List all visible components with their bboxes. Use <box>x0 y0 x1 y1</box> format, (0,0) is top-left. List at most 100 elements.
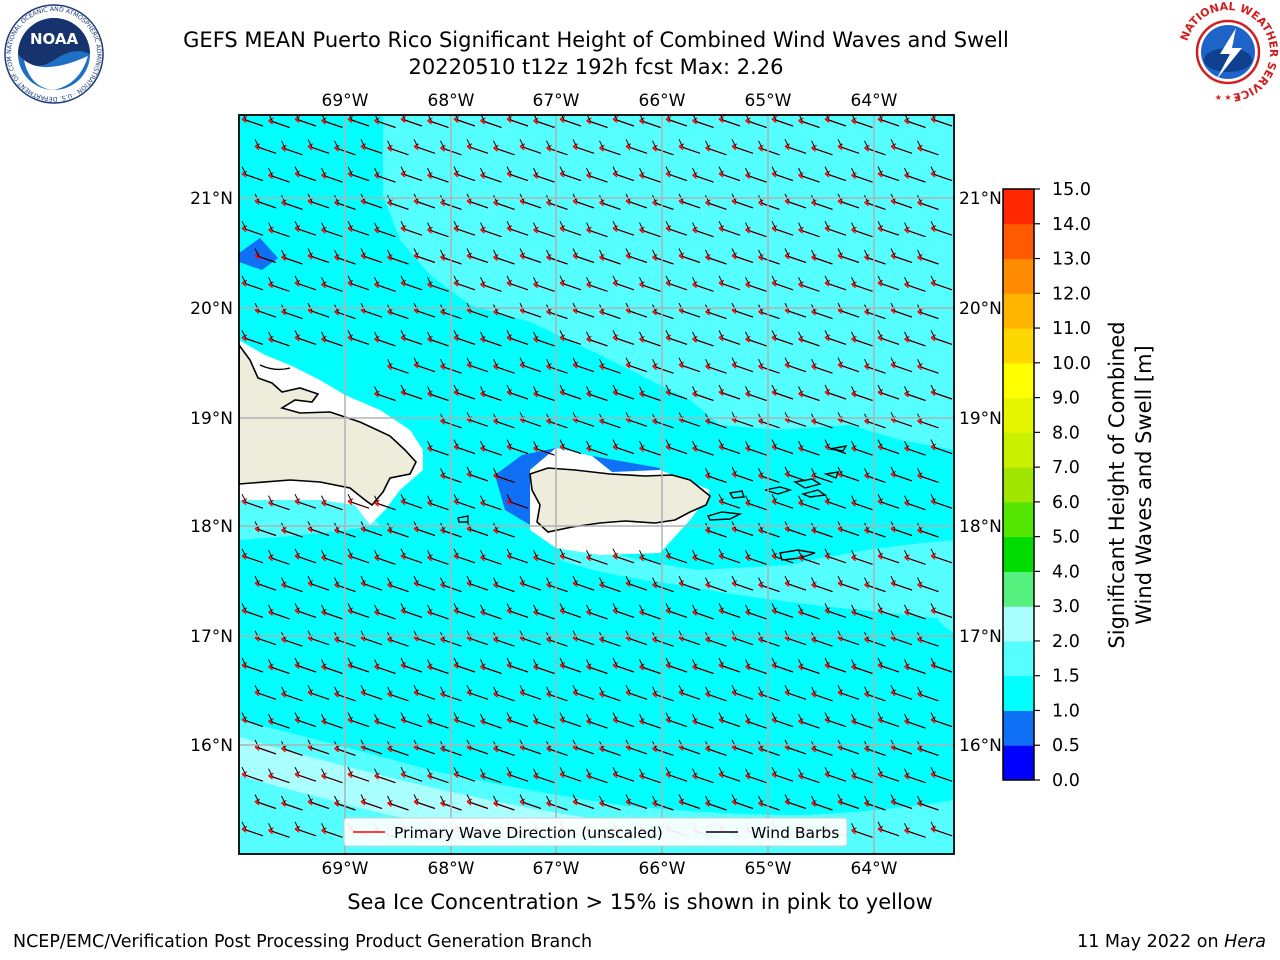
wind-barb <box>930 821 953 837</box>
wind-barb <box>559 439 582 455</box>
wind-barb <box>930 166 953 182</box>
colorbar-tick-label: 11.0 <box>1052 319 1091 339</box>
wind-barb <box>321 495 343 511</box>
footer-date-text: 11 May 2022 on <box>1077 932 1225 952</box>
wind-barb <box>572 630 595 646</box>
wind-barb <box>387 577 409 593</box>
wind-barb <box>374 167 396 183</box>
wind-barb <box>904 550 926 565</box>
wind-barb <box>639 659 661 674</box>
wind-barb <box>360 248 383 263</box>
wind-barb <box>572 357 595 373</box>
wind-barb <box>453 493 476 509</box>
wind-barb <box>254 575 277 591</box>
wind-barb <box>586 167 608 183</box>
wind-barb <box>493 358 515 374</box>
wind-barb <box>917 249 939 265</box>
wind-barb <box>731 302 754 318</box>
noaa-logo: NATIONAL OCEANIC AND ATMOSPHERIC ADMINIS… <box>4 4 104 104</box>
lon-label-top: 67°W <box>533 91 580 111</box>
wind-barb <box>625 575 648 591</box>
wind-barb <box>254 794 277 809</box>
wind-barb <box>400 220 423 236</box>
wind-barb <box>519 575 542 591</box>
wind-barb <box>745 222 767 238</box>
wind-barb <box>771 657 794 673</box>
wind-barb <box>307 630 330 646</box>
wind-barb <box>877 220 900 236</box>
wind-barb <box>851 659 873 674</box>
wave-height-contour <box>239 737 640 835</box>
wind-barb <box>718 166 741 182</box>
colorbar-tick-label: 14.0 <box>1052 215 1091 235</box>
wind-barb <box>241 657 264 673</box>
wind-barb <box>851 440 873 456</box>
wind-barb <box>825 115 847 127</box>
wind-barb <box>824 330 847 345</box>
colorbar-segment <box>1003 640 1034 677</box>
wind-barb <box>890 685 913 700</box>
colorbar-segment <box>1003 675 1034 711</box>
wind-barb <box>692 277 714 292</box>
wind-barb <box>599 577 621 593</box>
wind-barb <box>360 139 383 154</box>
wind-barb <box>294 712 317 728</box>
wind-barb <box>851 331 873 347</box>
wind-barb <box>652 686 674 702</box>
colorbar-label-line1: Significant Height of Combined <box>1105 321 1129 648</box>
wind-barb <box>692 550 714 565</box>
wind-barb <box>930 603 953 618</box>
wind-barb <box>466 739 489 755</box>
wind-barb <box>307 739 330 755</box>
wind-barb <box>454 115 476 127</box>
land-gonave <box>259 364 291 371</box>
wind-barb <box>400 657 423 673</box>
land-hispaniola <box>239 343 417 507</box>
wind-barb <box>917 686 939 702</box>
wind-barb <box>440 358 462 374</box>
wind-barb <box>639 713 661 729</box>
wind-barb <box>639 222 661 238</box>
wind-barb <box>890 302 913 318</box>
wind-barb <box>374 550 396 565</box>
wind-barb <box>851 222 873 238</box>
island-culebra <box>728 490 745 499</box>
wind-barb <box>413 575 436 591</box>
wind-barb <box>546 577 568 593</box>
wind-barb <box>294 275 317 291</box>
colorbar-segment <box>1003 258 1034 294</box>
wind-barb <box>334 195 356 210</box>
wind-barb <box>572 739 595 755</box>
wind-barb <box>612 439 635 455</box>
colorbar-segment <box>1003 710 1034 746</box>
wind-barb <box>745 550 767 565</box>
wind-barb <box>864 140 886 156</box>
wind-barb <box>506 766 529 782</box>
colorbar-segment <box>1003 536 1034 572</box>
wind-barb <box>705 358 727 374</box>
wind-barb <box>321 550 343 565</box>
wind-barb <box>506 439 529 455</box>
wind-barb <box>254 630 277 646</box>
wind-barb <box>546 140 568 156</box>
wind-barb <box>837 739 860 755</box>
wind-barb <box>427 495 449 511</box>
wind-barb <box>705 795 727 811</box>
wind-barb <box>599 195 621 210</box>
wind-barb <box>374 277 396 292</box>
wind-barb <box>692 768 714 784</box>
wind-barb <box>533 222 555 238</box>
wind-barb <box>678 248 701 263</box>
colorbar-tick-label: 4.0 <box>1052 562 1080 582</box>
wind-barb <box>347 657 370 673</box>
wind-barb <box>718 275 741 291</box>
wind-barb <box>559 220 582 236</box>
wind-barb <box>718 657 741 673</box>
wind-barb <box>480 659 502 674</box>
legend-wind-barbs: Wind Barbs <box>751 824 839 842</box>
wind-barb <box>904 167 926 183</box>
wind-barb <box>506 712 529 728</box>
nws-logo: NATIONAL WEATHER SERVICE ★ ★ ★ <box>1178 0 1280 104</box>
wind-barb <box>904 823 926 838</box>
wind-barb <box>904 277 926 292</box>
